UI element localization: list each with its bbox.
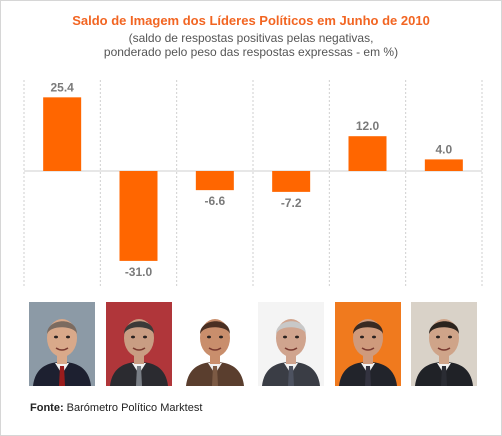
value-label-3: -6.6 bbox=[204, 194, 225, 208]
bar-3 bbox=[195, 171, 234, 191]
chart-gridlines bbox=[23, 80, 483, 288]
bar-1 bbox=[43, 97, 82, 171]
source-label: Fonte: bbox=[30, 402, 64, 414]
portrait-photo-3-icon bbox=[181, 302, 248, 386]
portrait-photo-4-icon bbox=[258, 302, 325, 386]
value-label-4: -7.2 bbox=[281, 196, 302, 210]
bar-2 bbox=[119, 171, 158, 261]
source-note: Fonte: Barómetro Político Marktest bbox=[30, 402, 202, 414]
bar-chart: 25.4 -31.0 -6.6 -7.2 12.0 4.0 bbox=[23, 80, 483, 288]
value-label-2: -31.0 bbox=[125, 265, 153, 279]
chart-bars bbox=[43, 97, 463, 261]
value-label-5: 12.0 bbox=[356, 119, 380, 133]
source-text: Barómetro Político Marktest bbox=[63, 402, 203, 414]
bar-4 bbox=[272, 171, 311, 192]
chart-subtitle-line-2: ponderado pelo peso das respostas expres… bbox=[103, 45, 399, 59]
value-label-1: 25.4 bbox=[50, 80, 74, 94]
portrait-photo-5-icon bbox=[334, 302, 401, 386]
chart-value-labels: 25.4 -31.0 -6.6 -7.2 12.0 4.0 bbox=[50, 80, 452, 279]
value-label-6: 4.0 bbox=[435, 142, 452, 156]
bar-5 bbox=[348, 136, 387, 171]
portrait-photo-2-icon bbox=[105, 302, 172, 386]
chart-title: Saldo de Imagem dos Líderes Políticos em… bbox=[72, 13, 430, 28]
portrait-photo-1-icon bbox=[29, 302, 96, 386]
bar-6 bbox=[424, 159, 463, 171]
portrait-photo-6-icon bbox=[410, 302, 477, 386]
chart-subtitle-line-1: (saldo de respostas positivas pelas nega… bbox=[128, 31, 374, 45]
